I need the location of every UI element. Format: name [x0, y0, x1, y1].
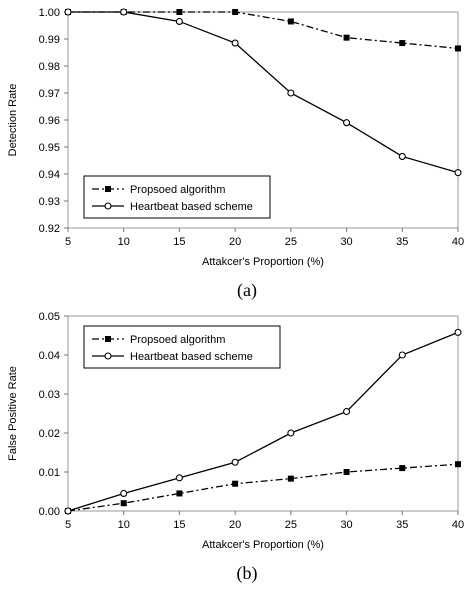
x-tick-label: 10 [118, 519, 130, 531]
x-tick-label: 35 [396, 519, 408, 531]
y-tick-label: 0.04 [39, 350, 60, 362]
data-point-square [232, 9, 239, 15]
axes: 5 10 15 20 25 30 35 40 0.92 0.93 0.94 0.95 0.96 0.97 0… [39, 7, 465, 248]
x-tick-label: 40 [452, 236, 464, 248]
legend-marker-circle [104, 202, 112, 210]
data-point-circle [398, 152, 406, 160]
chart-panel-a: 5 10 15 20 25 30 35 40 0.92 0.93 0.94 0.95 0.96 0.97 0… [7, 7, 464, 301]
y-tick-label: 0.05 [39, 311, 60, 323]
legend-label-1: Heartbeat based scheme [130, 351, 253, 363]
x-tick-label: 15 [173, 236, 185, 248]
legend-box [83, 175, 271, 219]
x-tick-label: 20 [229, 519, 241, 531]
x-tick-label: 5 [65, 519, 71, 531]
data-point-circle [175, 474, 183, 482]
y-axis-title: Detection Rate [7, 84, 19, 157]
legend-label-0: Propsoed algorithm [130, 184, 225, 196]
legend: Propsoed algorithm Heartbeat based scheme [83, 175, 271, 219]
y-tick-label: 0.99 [39, 34, 60, 46]
y-tick-label: 0.95 [39, 142, 60, 154]
data-point-circle [287, 89, 295, 97]
x-tick-label: 40 [452, 519, 464, 531]
data-point-circle [64, 507, 72, 515]
y-tick-label: 0.92 [39, 223, 60, 235]
legend-label-1: Heartbeat based scheme [130, 201, 253, 213]
y-tick-label: 1.00 [39, 7, 60, 19]
legend-label-0: Propsoed algorithm [130, 334, 225, 346]
series-line-0 [68, 11, 459, 50]
data-point-circle [231, 39, 239, 47]
x-tick-label: 30 [340, 519, 352, 531]
y-tick-label: 0.97 [39, 88, 60, 100]
data-point-circle [175, 17, 183, 26]
data-point-square [287, 475, 294, 482]
x-tick-label: 25 [285, 236, 297, 248]
data-point-circle [120, 489, 128, 498]
panel-label: (a) [237, 280, 257, 301]
legend-box [83, 325, 281, 369]
y-tick-label: 0.98 [39, 61, 60, 73]
plot-frame [67, 315, 459, 512]
x-tick-label: 10 [118, 236, 130, 248]
data-point-circle [64, 8, 72, 16]
y-tick-label: 0.00 [39, 506, 60, 518]
x-axis-title: Attakcer's Proportion (%) [202, 539, 324, 551]
data-point-square [399, 465, 406, 472]
y-tick-label: 0.94 [39, 169, 60, 181]
data-point-square [455, 461, 461, 468]
data-point-square [455, 45, 461, 52]
data-point-circle [454, 328, 462, 336]
data-point-square [120, 500, 127, 507]
y-tick-label: 0.01 [39, 467, 60, 479]
y-tick-label: 0.02 [39, 428, 60, 440]
data-point-circle [287, 429, 295, 437]
legend-marker-circle [104, 352, 112, 360]
data-point-circle [120, 8, 128, 16]
y-tick-label: 0.96 [39, 115, 60, 127]
x-tick-label: 35 [396, 236, 408, 248]
x-tick-label: 5 [65, 236, 71, 248]
series-line-1 [67, 331, 459, 512]
axes: 5 10 15 20 25 30 35 40 0.00 0.01 0.02 0.03 0.04 0.05 [39, 311, 465, 531]
data-point-circle [343, 119, 351, 127]
y-tick-label: 0.93 [39, 196, 60, 208]
y-axis-title: False Positive Rate [7, 366, 19, 461]
data-point-square [399, 40, 406, 47]
data-point-circle [231, 458, 239, 466]
data-point-square [176, 490, 183, 497]
data-point-circle [454, 169, 462, 177]
series-line-0 [67, 463, 459, 512]
data-point-square [287, 18, 294, 25]
x-axis-title: Attakcer's Proportion (%) [202, 256, 324, 268]
data-point-circle [398, 351, 406, 359]
x-tick-label: 25 [285, 519, 297, 531]
y-tick-label: 0.03 [39, 389, 60, 401]
panel-label: (b) [237, 563, 258, 584]
series-layer [64, 8, 462, 177]
data-point-square [343, 34, 350, 41]
x-tick-label: 20 [229, 236, 241, 248]
x-tick-label: 15 [173, 519, 185, 531]
data-point-square [176, 9, 183, 15]
x-tick-label: 30 [340, 236, 352, 248]
legend: Propsoed algorithm Heartbeat based scheme [83, 325, 281, 369]
legend-marker-square [105, 186, 111, 192]
legend-marker-square [105, 336, 111, 342]
data-point-circle [343, 407, 351, 416]
data-point-square [343, 469, 350, 475]
chart-panel-b: 5 10 15 20 25 30 35 400.000.010.020.030.040.05 … [7, 311, 464, 584]
data-point-square [232, 480, 239, 487]
series-layer [64, 328, 462, 515]
series-line-1 [68, 11, 459, 174]
